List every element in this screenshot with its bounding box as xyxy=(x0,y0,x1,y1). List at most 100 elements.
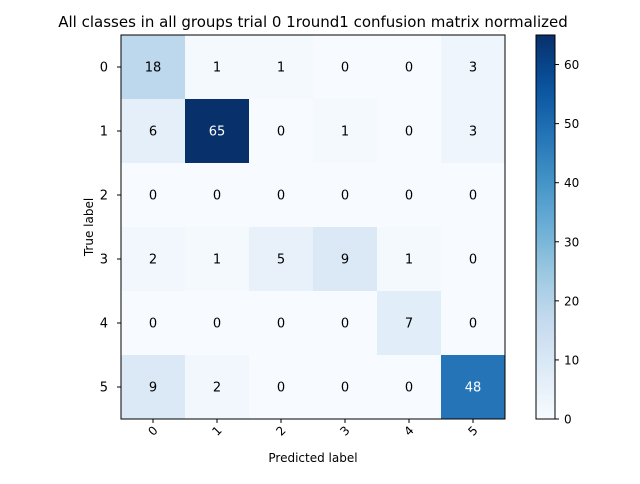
x-tick-label: 0 xyxy=(145,423,160,438)
heatmap-cell-label: 0 xyxy=(277,125,285,140)
colorbar-tick-label: 0 xyxy=(564,413,572,427)
heatmap-cell-label: 0 xyxy=(469,253,477,268)
heatmap-cell-label: 0 xyxy=(341,61,349,76)
heatmap-cell xyxy=(121,99,186,164)
colorbar-tick-label: 20 xyxy=(564,294,579,308)
heatmap-cell xyxy=(377,99,442,164)
heatmap-cell-label: 6 xyxy=(149,125,157,140)
heatmap-cell-label: 0 xyxy=(277,317,285,332)
heatmap-cell-label: 1 xyxy=(277,61,285,76)
heatmap-cell-label: 0 xyxy=(277,381,285,396)
heatmap-cell xyxy=(249,35,314,100)
x-tick-label: 4 xyxy=(401,423,416,438)
heatmap-cell-label: 3 xyxy=(469,61,477,76)
heatmap-cell-label: 0 xyxy=(149,189,157,204)
heatmap-cell xyxy=(441,163,506,228)
heatmap-cell xyxy=(441,35,506,100)
x-axis-label: Predicted label xyxy=(268,451,357,465)
heatmap-cell-label: 2 xyxy=(149,253,157,268)
heatmap-cell-label: 2 xyxy=(213,381,221,396)
heatmap-cell-label: 1 xyxy=(341,125,349,140)
heatmap-cell-label: 0 xyxy=(213,189,221,204)
heatmap-cell-label: 0 xyxy=(341,317,349,332)
y-tick-label: 3 xyxy=(100,253,108,268)
heatmap-cell xyxy=(441,227,506,292)
heatmap-cell-label: 0 xyxy=(405,61,413,76)
y-tick-label: 4 xyxy=(100,317,108,332)
colorbar-tick-label: 40 xyxy=(564,176,579,190)
heatmap-cell-label: 0 xyxy=(469,317,477,332)
colorbar-ticks: 0 10 20 30 40 50 60 xyxy=(555,58,579,427)
heatmap-cell xyxy=(249,291,314,356)
heatmap-cell xyxy=(441,291,506,356)
heatmap-cell xyxy=(313,163,378,228)
heatmap-cell-label: 1 xyxy=(213,61,221,76)
heatmap-cell-label: 1 xyxy=(405,253,413,268)
heatmap-cell-label: 0 xyxy=(149,317,157,332)
heatmap-cell xyxy=(377,163,442,228)
heatmap-cell xyxy=(313,99,378,164)
colorbar-tick-label: 30 xyxy=(564,235,579,249)
heatmap-cell xyxy=(121,163,186,228)
y-axis-ticks: 0 1 2 3 4 5 xyxy=(100,61,121,396)
heatmap-cell xyxy=(185,163,250,228)
heatmap-cell xyxy=(249,355,314,420)
colorbar-tick-label: 50 xyxy=(564,117,579,131)
heatmap-cell xyxy=(121,227,186,292)
colorbar-tick-label: 60 xyxy=(564,58,579,72)
heatmap-cell-label: 65 xyxy=(209,125,226,140)
heatmap-cell xyxy=(377,35,442,100)
heatmap-cell xyxy=(249,99,314,164)
heatmap-cell xyxy=(377,227,442,292)
x-tick-label: 1 xyxy=(209,423,224,438)
chart-title: All classes in all groups trial 0 1round… xyxy=(58,13,568,31)
heatmap-cell-labels: 18 1 1 0 0 3 6 65 0 1 0 3 0 0 0 0 0 0 2 1 5 9 1 0 0 0 0 0 7 0 9 2 0 0 0 48 xyxy=(145,61,482,396)
heatmap-cell xyxy=(249,227,314,292)
heatmap-cell xyxy=(185,99,250,164)
heatmap-cell xyxy=(121,35,186,100)
heatmap-cell xyxy=(185,291,250,356)
heatmap-cell xyxy=(377,291,442,356)
heatmap-cell xyxy=(121,291,186,356)
heatmap-cell xyxy=(313,35,378,100)
heatmap-cell-label: 1 xyxy=(213,253,221,268)
heatmap-cell xyxy=(441,355,506,420)
heatmap-cell-label: 9 xyxy=(149,381,157,396)
colorbar-tick-label: 10 xyxy=(564,353,579,367)
x-tick-label: 2 xyxy=(273,423,288,438)
heatmap-cell-label: 9 xyxy=(341,253,349,268)
heatmap-cell-label: 0 xyxy=(469,189,477,204)
heatmap-cell-label: 0 xyxy=(341,381,349,396)
heatmap-cell-label: 5 xyxy=(277,253,285,268)
heatmap-cell xyxy=(185,35,250,100)
heatmap-cell-label: 48 xyxy=(465,381,482,396)
plot-frame xyxy=(120,34,506,420)
y-tick-label: 5 xyxy=(100,381,108,396)
x-axis-ticks: 0 1 2 3 4 5 xyxy=(145,419,481,439)
x-tick-label: 5 xyxy=(465,423,480,438)
colorbar xyxy=(535,34,556,420)
heatmap-cell-label: 0 xyxy=(405,189,413,204)
y-tick-label: 0 xyxy=(100,61,108,76)
heatmap-cell xyxy=(313,227,378,292)
heatmap-cell-label: 7 xyxy=(405,317,413,332)
heatmap-cell-label: 18 xyxy=(145,61,162,76)
heatmap-cell xyxy=(185,355,250,420)
heatmap-cell xyxy=(377,355,442,420)
heatmap-cell-label: 0 xyxy=(213,317,221,332)
x-tick-label: 3 xyxy=(337,423,352,438)
heatmap-cell xyxy=(185,227,250,292)
heatmap-cell xyxy=(249,163,314,228)
heatmap-cell-label: 0 xyxy=(405,381,413,396)
heatmap-cell xyxy=(313,355,378,420)
heatmap-cell xyxy=(313,291,378,356)
heatmap-cells xyxy=(121,35,506,420)
y-tick-label: 1 xyxy=(100,125,108,140)
heatmap-cell xyxy=(121,355,186,420)
heatmap-cell-label: 3 xyxy=(469,125,477,140)
heatmap-cell-label: 0 xyxy=(277,189,285,204)
heatmap-cell xyxy=(441,99,506,164)
y-tick-label: 2 xyxy=(100,189,108,204)
